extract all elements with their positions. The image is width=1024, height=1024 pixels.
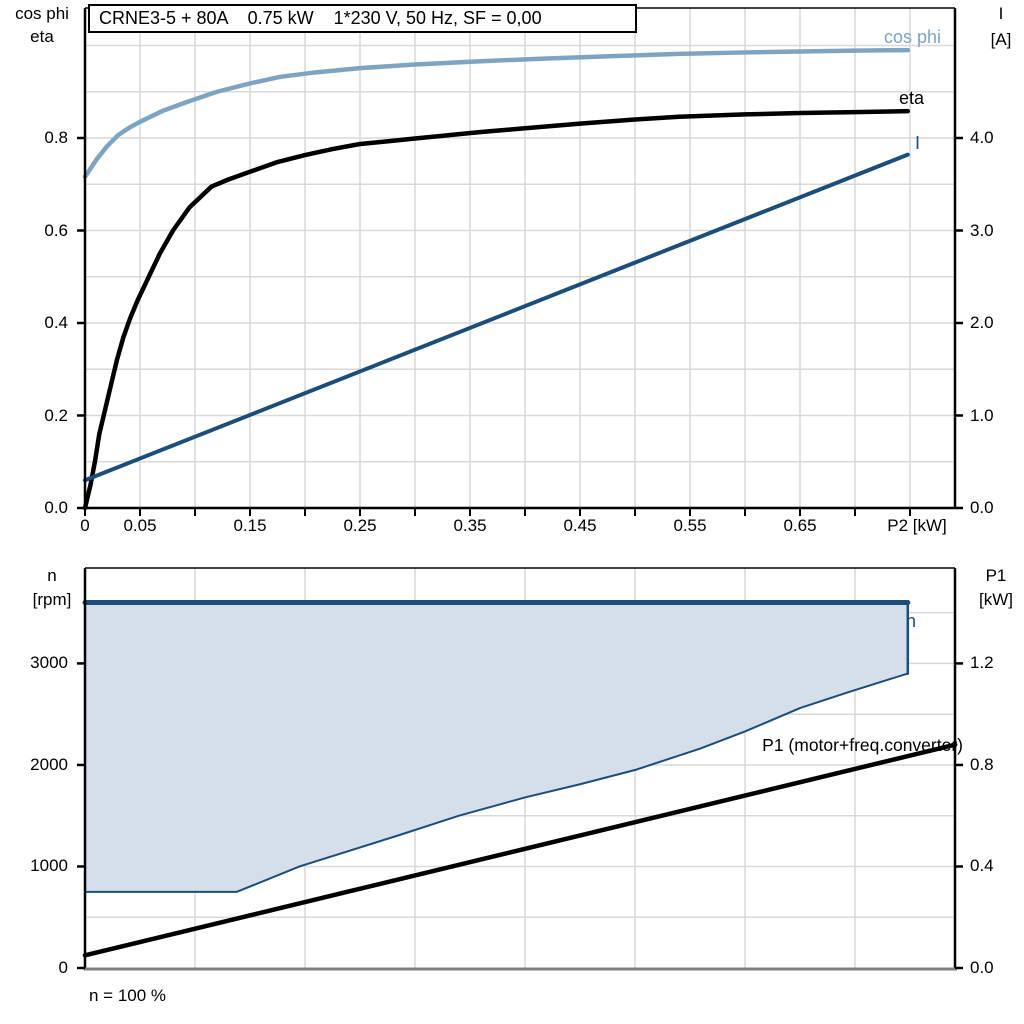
bottom-right-axis-title-line1: P1 [985,566,1007,585]
cos-phi-curve [82,47,911,180]
y-left-tick-label: 0.6 [44,220,68,240]
current-curve-label: I [915,133,921,153]
top-left-axis-title-line1: cos phi [15,4,69,23]
p1-curve [82,742,958,958]
bottom-left-axis-title-line1: n [47,566,57,585]
x-axis-tick-label: 0.15 [233,516,267,535]
y-left-tick-label: 2000 [30,754,68,774]
eta-curve [82,108,911,511]
x-axis-tick-label: 0.25 [343,516,377,535]
y-right-tick-label: 0.4 [970,856,994,876]
speed-region-label: n [905,611,916,631]
y-right-tick-label: 0.0 [970,958,994,977]
y-left-tick-label: 0.8 [44,128,68,147]
y-right-tick-label: 0.0 [970,498,994,517]
y-right-tick-label: 2.0 [970,313,994,332]
y-left-tick-label: 0 [58,958,68,977]
y-right-tick-label: 3.0 [970,220,994,240]
x-axis-tick-label: 0.35 [453,516,487,535]
speed-percent-note: n = 100 % [89,986,167,1005]
y-right-tick-label: 0.8 [970,754,994,774]
chart-title-box: CRNE3-5 + 80A 0.75 kW 1*230 V, 50 Hz, SF… [88,4,637,33]
y-left-tick-label: 0.4 [44,313,68,332]
eta-curve-label: eta [899,88,925,108]
y-right-tick-label: 1.2 [970,653,994,673]
y-left-tick-label: 3000 [30,653,68,673]
y-left-tick-label: 0.0 [44,498,68,517]
y-left-tick-label: 1000 [30,856,68,876]
y-left-tick-label: 0.2 [44,405,68,425]
y-right-tick-label: 4.0 [970,128,994,147]
p1-curve-label: P1 (motor+freq.converter) [762,735,963,755]
x-axis-tick-label: 0.65 [783,516,817,535]
speed-region-lower-boundary [84,672,909,893]
x-axis-tick-label: 0 [80,516,90,535]
x-axis-tick-label: 0.45 [563,516,597,535]
x-axis-tick-label: 0.05 [123,516,157,535]
speed-region-fill [85,602,908,892]
x-axis-tick-label: 0.55 [673,516,707,535]
bottom-right-axis-title-line2: [kW] [979,590,1013,609]
top-left-axis-title-line2: eta [30,27,54,46]
i-curve [83,152,910,483]
top-right-axis-title-line1: I [998,4,1004,23]
bottom-left-axis-title-line2: [rpm] [32,590,72,609]
y-right-tick-label: 1.0 [970,405,994,425]
x-axis-title: P2 [kW] [887,516,947,535]
top-right-axis-title-line2: [A] [990,30,1012,49]
cos-phi-curve-label: cos phi [884,27,942,47]
